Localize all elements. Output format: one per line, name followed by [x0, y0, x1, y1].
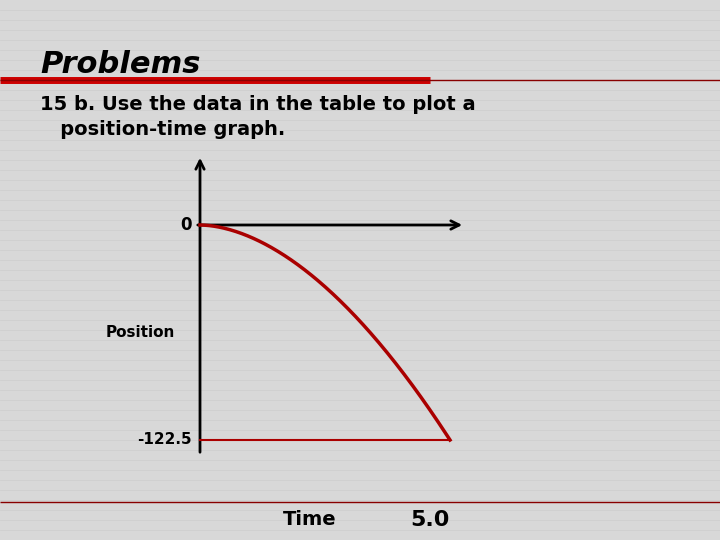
Text: Problems: Problems — [40, 50, 200, 79]
Text: Time: Time — [283, 510, 337, 529]
Text: 0: 0 — [181, 216, 192, 234]
Text: 15 b. Use the data in the table to plot a: 15 b. Use the data in the table to plot … — [40, 95, 476, 114]
Text: 5.0: 5.0 — [410, 510, 450, 530]
Text: Position: Position — [105, 325, 175, 340]
Text: position-time graph.: position-time graph. — [40, 120, 285, 139]
Text: -122.5: -122.5 — [138, 433, 192, 448]
